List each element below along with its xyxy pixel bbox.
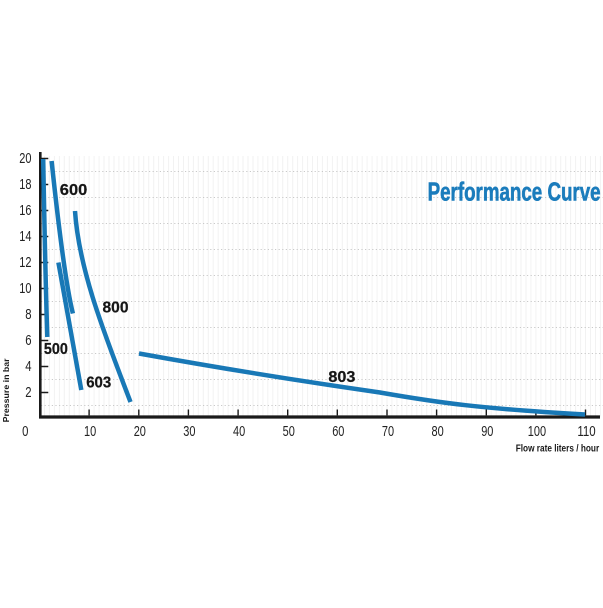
svg-text:Pressure in bar: Pressure in bar	[1, 358, 11, 423]
svg-text:10: 10	[19, 281, 31, 297]
svg-text:0: 0	[22, 424, 28, 440]
svg-text:80: 80	[432, 424, 444, 440]
svg-text:603: 603	[86, 374, 111, 391]
svg-text:803: 803	[328, 369, 355, 386]
svg-text:30: 30	[183, 424, 195, 440]
svg-text:10: 10	[84, 424, 96, 440]
svg-text:4: 4	[25, 359, 31, 375]
svg-text:20: 20	[134, 424, 146, 440]
svg-text:110: 110	[577, 424, 595, 440]
svg-text:60: 60	[332, 424, 344, 440]
svg-text:16: 16	[19, 203, 31, 219]
svg-text:Flow rate liters / hour: Flow rate liters / hour	[516, 443, 600, 454]
svg-text:18: 18	[19, 177, 31, 193]
svg-text:20: 20	[19, 151, 31, 167]
svg-text:2: 2	[25, 385, 31, 401]
svg-text:70: 70	[382, 424, 394, 440]
svg-text:50: 50	[283, 424, 295, 440]
svg-text:40: 40	[233, 424, 245, 440]
svg-text:Performance Curve: Performance Curve	[428, 176, 601, 206]
svg-text:90: 90	[481, 424, 493, 440]
svg-text:800: 800	[103, 300, 129, 317]
svg-text:500: 500	[44, 341, 68, 358]
svg-text:6: 6	[25, 333, 31, 349]
svg-text:12: 12	[19, 255, 31, 271]
svg-text:100: 100	[528, 424, 546, 440]
svg-text:14: 14	[19, 229, 31, 245]
svg-text:8: 8	[25, 307, 31, 323]
svg-text:600: 600	[60, 182, 88, 199]
